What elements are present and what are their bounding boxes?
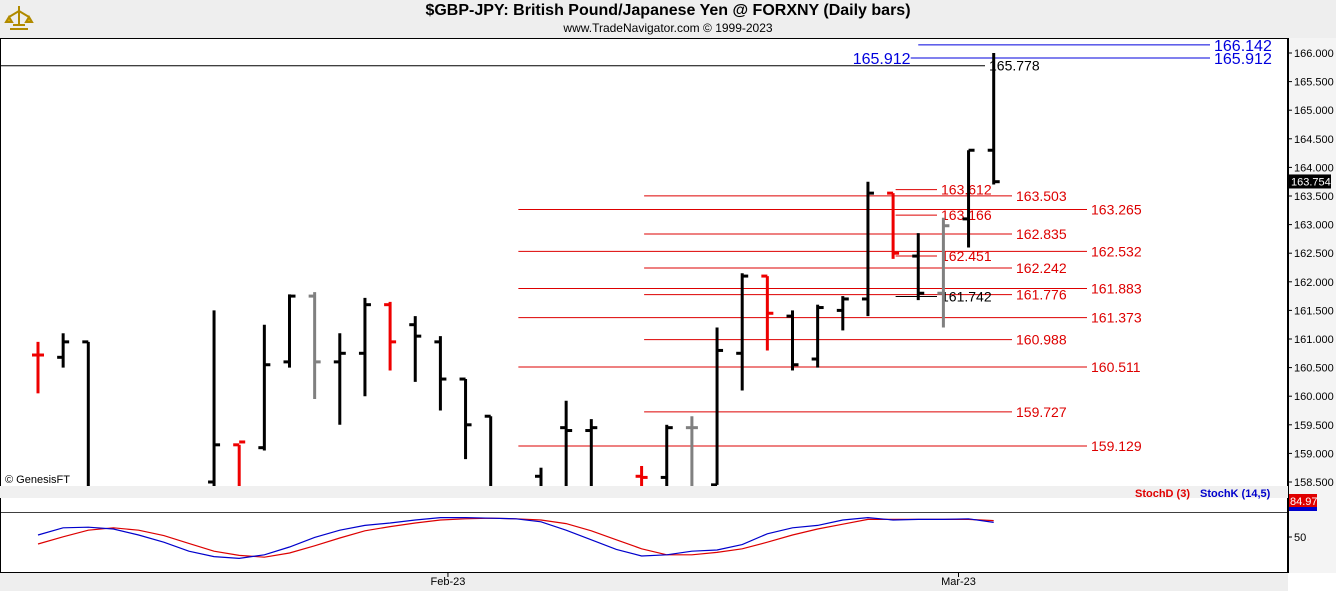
ohlc-bar <box>459 377 472 460</box>
ohlc-bar <box>57 333 70 368</box>
ohlc-bar <box>484 414 493 486</box>
axis-background <box>1288 38 1336 573</box>
y-tick-label: 162.000 <box>1294 277 1334 289</box>
ohlc-bar <box>836 296 849 331</box>
stoch-k-legend: StochK (14,5) <box>1200 488 1271 500</box>
level-label-left: 165.912 <box>853 51 911 68</box>
level-label: 165.778 <box>989 58 1040 74</box>
ohlc-bar <box>208 310 221 486</box>
level-label: 159.129 <box>1091 438 1142 454</box>
chart-header <box>0 0 1336 38</box>
ohlc-bar <box>333 333 346 425</box>
y-tick-label: 161.000 <box>1294 334 1334 346</box>
ohlc-bar <box>258 324 271 451</box>
level-label: 163.265 <box>1091 201 1142 217</box>
date-axis: Feb-23 Mar-23 <box>0 573 1288 591</box>
ohlc-bar <box>585 419 598 486</box>
price-panel-frame <box>0 38 1288 487</box>
ohlc-bars <box>32 53 1000 486</box>
y-tick-label: 165.000 <box>1294 105 1334 117</box>
level-label: 163.166 <box>941 207 992 223</box>
current-price-tag <box>1289 174 1331 189</box>
x-tick-label: Feb-23 <box>431 576 466 588</box>
ohlc-bar <box>635 465 648 486</box>
ohlc-bar <box>283 294 296 368</box>
watermark: © GenesisFT <box>5 474 70 486</box>
level-label: 163.612 <box>941 182 992 198</box>
y-tick-label: 165.500 <box>1294 77 1334 89</box>
ohlc-bar <box>384 301 397 371</box>
x-tick-label: Mar-23 <box>941 576 976 588</box>
y-tick-label: 164.000 <box>1294 162 1334 174</box>
y-tick-label: 163.000 <box>1294 220 1334 232</box>
stoch-value-tag <box>1289 494 1317 508</box>
ohlc-bar <box>308 292 321 400</box>
y-tick-label: 162.500 <box>1294 248 1334 260</box>
ohlc-bar <box>887 191 900 259</box>
ohlc-bar <box>811 304 824 368</box>
ohlc-bar <box>962 148 975 248</box>
ohlc-bar <box>434 336 447 411</box>
ohlc-bar <box>937 217 950 328</box>
y-tick-label: 160.500 <box>1294 363 1334 375</box>
y-tick-label: 160.000 <box>1294 391 1334 403</box>
ohlc-bar <box>535 467 543 486</box>
level-label: 161.373 <box>1091 310 1142 326</box>
level-label: 161.776 <box>1016 287 1067 303</box>
price-axis: 158.500 159.000 159.500 160.000 160.500 161.0… <box>0 38 1336 573</box>
level-label: 162.451 <box>941 248 992 264</box>
chart-title: $GBP-JPY: British Pound/Japanese Yen @ F… <box>425 2 911 19</box>
stoch-panel-frame <box>0 486 1288 573</box>
level-label: 161.883 <box>1091 280 1142 296</box>
ohlc-bar <box>761 274 774 351</box>
level-label: 159.727 <box>1016 404 1067 420</box>
y-tick-label: 164.500 <box>1294 134 1334 146</box>
ohlc-bar <box>233 440 246 486</box>
stochastic-panel: 50 84.97 <box>37 494 1318 560</box>
ohlc-bar <box>912 233 925 301</box>
y-tick-label: 163.500 <box>1294 191 1334 203</box>
level-label: 161.742 <box>941 289 992 305</box>
level-label: 160.511 <box>1091 359 1141 375</box>
level-label: 160.988 <box>1016 332 1067 348</box>
ohlc-bar <box>32 341 44 394</box>
level-label: 166.142 <box>1214 38 1272 55</box>
y-tick-label: 161.500 <box>1294 305 1334 317</box>
legend-strip <box>0 486 1288 498</box>
ohlc-bar <box>685 416 698 486</box>
stoch-d-line <box>37 517 994 558</box>
current-price-label: 163.754 <box>1291 176 1331 188</box>
ohlc-bar <box>660 424 673 486</box>
stoch-k-line <box>37 516 994 560</box>
stoch-d-legend: StochD (3) <box>1135 488 1190 500</box>
ohlc-bar <box>736 273 749 391</box>
y-tick-label: 166.000 <box>1294 48 1334 60</box>
y-tick-label: 159.000 <box>1294 448 1334 460</box>
y-tick-label: 159.500 <box>1294 420 1334 432</box>
level-label: 165.912 <box>1214 51 1272 68</box>
stoch-k-tag <box>1289 507 1317 511</box>
y-tick-label: 158.500 <box>1294 477 1334 489</box>
date-axis-background <box>0 573 1288 591</box>
level-label: 162.532 <box>1091 243 1142 259</box>
stoch-value-label: 84.97 <box>1290 496 1318 508</box>
level-label: 163.503 <box>1016 188 1067 204</box>
ohlc-bar <box>560 400 573 486</box>
ohlc-bar <box>861 181 874 317</box>
ohlc-bar <box>409 316 422 382</box>
logo-icon <box>4 6 34 30</box>
ohlc-bar <box>358 297 371 397</box>
ohlc-bar <box>711 327 724 486</box>
stoch-tick-label: 50 <box>1294 532 1306 544</box>
ohlc-bar <box>786 310 799 371</box>
chart-subtitle: www.TradeNavigator.com © 1999-2023 <box>563 21 773 35</box>
ohlc-bar <box>82 340 90 486</box>
ohlc-bar <box>987 53 1000 185</box>
level-label: 162.835 <box>1016 226 1067 242</box>
level-label: 162.242 <box>1016 260 1067 276</box>
